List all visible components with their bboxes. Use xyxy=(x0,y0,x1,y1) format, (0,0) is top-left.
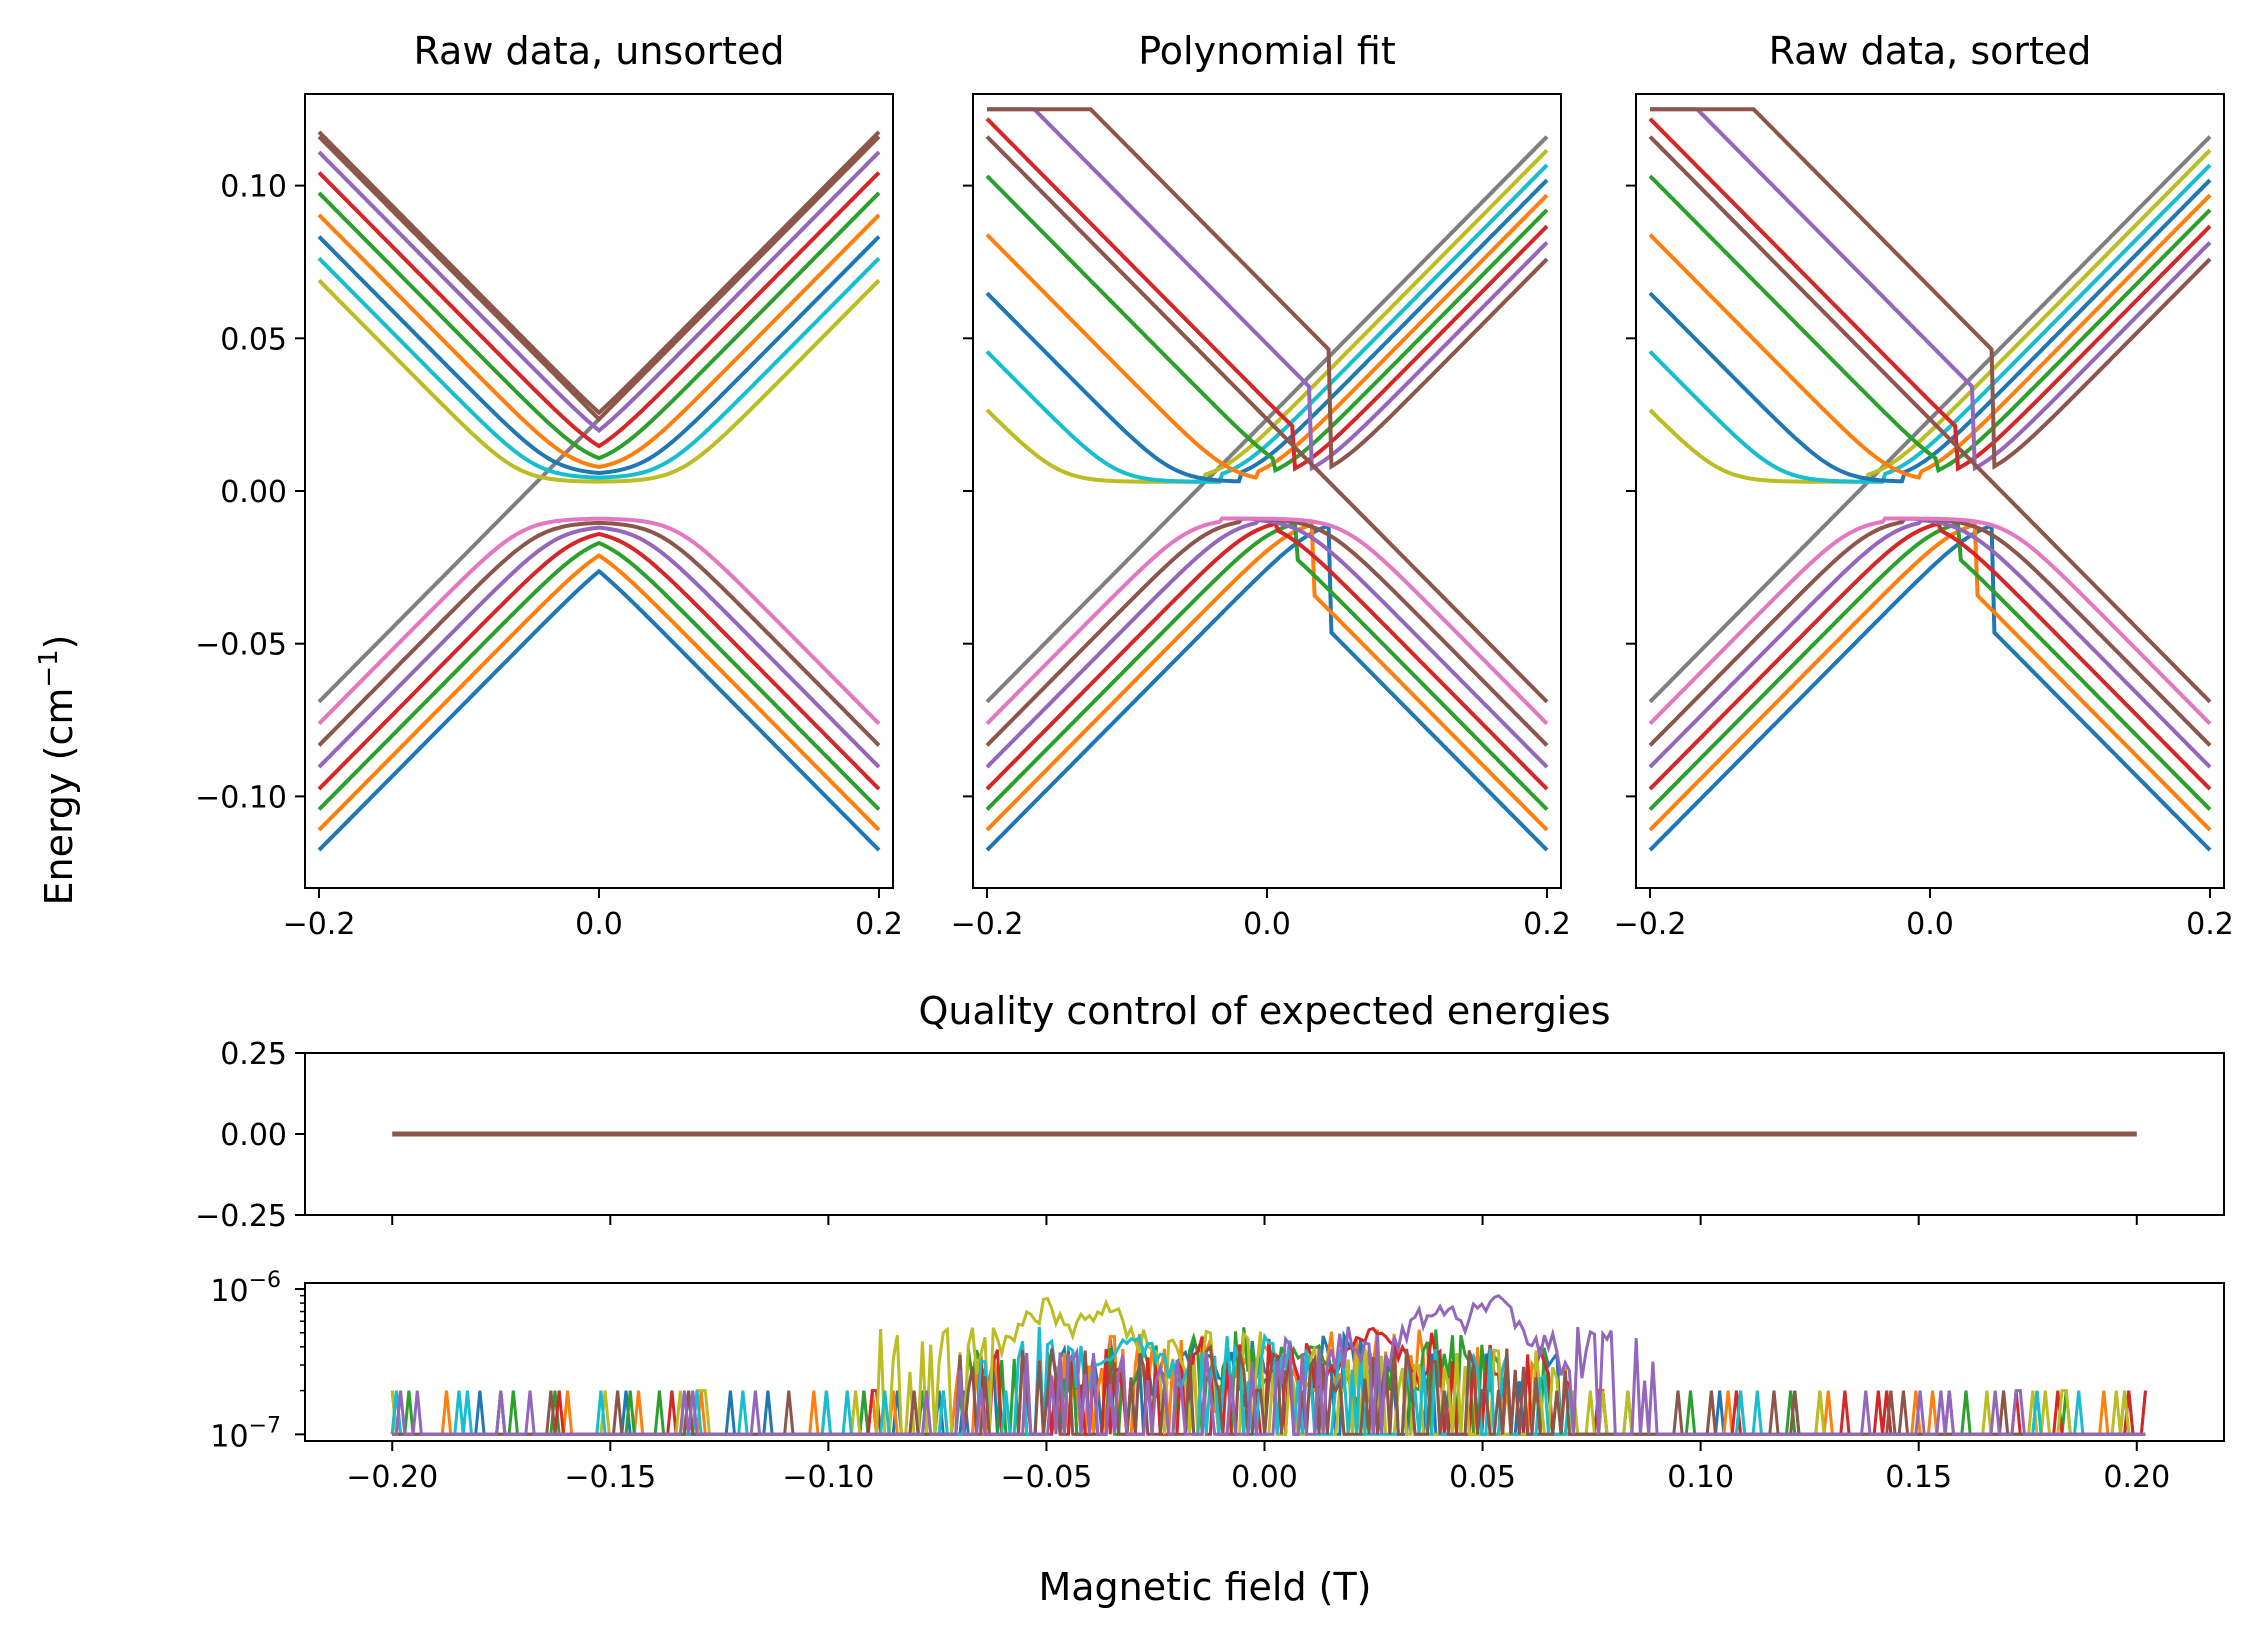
y-tick-label: 0.00 xyxy=(220,475,287,510)
series-line xyxy=(985,174,1549,474)
y-tick-label: 0.00 xyxy=(220,1118,287,1153)
series-line xyxy=(985,521,1549,811)
series-line xyxy=(1648,518,2212,769)
series-line xyxy=(317,256,881,480)
series-line xyxy=(317,568,881,852)
panel-1: Raw data, unsorted −0.2 0.0 0.2 0.10 0.05 0.00… xyxy=(195,29,903,942)
series-line xyxy=(317,130,881,416)
x-tick-label: 0.2 xyxy=(855,907,903,942)
plot-layer: Raw data, unsorted−0.2 0.0 0.20.100.050.00… xyxy=(195,29,2234,1495)
series-line xyxy=(985,193,1549,480)
series-line xyxy=(317,540,881,811)
series-line xyxy=(1648,521,2212,811)
x-tick-label: −0.2 xyxy=(1614,907,1687,942)
series-line xyxy=(1648,135,2212,704)
ylabel-superscript: −1 xyxy=(34,649,64,687)
series-line xyxy=(987,107,1549,470)
y-tick-label: 0.10 xyxy=(220,170,287,205)
series-line xyxy=(1648,522,2212,832)
series-line xyxy=(317,417,601,704)
x-tick-label: 0.2 xyxy=(2186,907,2234,942)
x-tick-label: 0.20 xyxy=(2103,1460,2170,1495)
x-tick-label: −0.2 xyxy=(283,907,356,942)
series-line xyxy=(985,522,1549,832)
series-line xyxy=(317,150,881,434)
series-line xyxy=(985,516,1549,726)
series-line xyxy=(317,191,881,461)
series-group xyxy=(390,1293,2147,1436)
x-tick-label: −0.2 xyxy=(951,907,1024,942)
y-tick-label: 0.05 xyxy=(220,322,287,357)
series-group xyxy=(985,107,1549,852)
panel-title: Quality control of expected energies xyxy=(918,989,1610,1033)
series-line xyxy=(985,178,1549,484)
panel-2: Polynomial fit −0.2 0.0 0.2 xyxy=(951,29,1571,942)
x-tick-label: −0.20 xyxy=(346,1460,438,1495)
ylabel-main: Energy (cm xyxy=(37,688,81,906)
series-line xyxy=(392,1293,2146,1436)
panel-qc-linear: Quality control of expected energies 0.25… xyxy=(195,989,2225,1234)
series-line xyxy=(1648,521,2212,791)
series-line xyxy=(317,213,881,470)
series-line xyxy=(1648,516,2212,726)
series-group xyxy=(317,130,881,852)
series-line xyxy=(1648,163,2212,484)
y-tick-label: −0.25 xyxy=(195,1199,287,1234)
series-line xyxy=(985,117,1549,472)
series-line xyxy=(1648,117,2212,472)
y-tick-label: −0.10 xyxy=(195,780,287,815)
series-line xyxy=(317,525,881,769)
x-tick-label: −0.05 xyxy=(1000,1460,1092,1495)
x-tick-label: 0.15 xyxy=(1885,1460,1952,1495)
series-line xyxy=(1648,174,2212,474)
figure-xlabel: Magnetic field (T) xyxy=(1038,1565,1371,1609)
series-line xyxy=(317,516,881,726)
panel-qc-log: 10−6 10−7 −0.20 −0.15 −0.10 −0.05 0.00 0.05 0.10… xyxy=(210,1268,2225,1495)
y-tick-label: 0.25 xyxy=(220,1037,287,1072)
x-tick-label: 0.00 xyxy=(1231,1460,1298,1495)
series-line xyxy=(985,163,1549,484)
x-tick-label: 0.0 xyxy=(1906,907,1954,942)
panel-title: Polynomial fit xyxy=(1138,29,1396,73)
series-line xyxy=(1648,148,2212,484)
panel-3: Raw data, sorted −0.2 0.0 0.2 xyxy=(1614,29,2234,942)
figure-ylabel: Energy (cm−1) xyxy=(34,634,81,905)
x-tick-label: 0.05 xyxy=(1449,1460,1516,1495)
series-line xyxy=(985,523,1549,852)
series-line xyxy=(317,135,881,423)
x-tick-label: −0.15 xyxy=(564,1460,656,1495)
series-line xyxy=(317,553,881,832)
series-line xyxy=(317,171,881,449)
series-line xyxy=(985,518,1549,769)
series-line xyxy=(317,520,881,747)
x-tick-label: 0.0 xyxy=(1243,907,1291,942)
series-line xyxy=(317,235,881,476)
x-tick-label: −0.10 xyxy=(782,1460,874,1495)
series-line xyxy=(985,148,1549,484)
y-tick-label: −0.05 xyxy=(195,628,287,663)
x-tick-label: 0.0 xyxy=(575,907,623,942)
series-line xyxy=(985,135,1549,704)
ylabel-end: ) xyxy=(37,634,81,649)
panel-title: Raw data, sorted xyxy=(1769,29,2092,73)
series-line xyxy=(1648,193,2212,480)
series-group xyxy=(1648,107,2212,852)
series-line xyxy=(985,521,1549,791)
series-line xyxy=(317,532,881,791)
panel-title: Raw data, unsorted xyxy=(413,29,784,73)
x-tick-label: 0.2 xyxy=(1523,907,1571,942)
x-tick-label: 0.10 xyxy=(1667,1460,1734,1495)
series-line xyxy=(1650,107,2212,470)
y-tick-label: 10−6 xyxy=(210,1268,281,1309)
series-line xyxy=(1648,523,2212,852)
series-line xyxy=(1648,178,2212,484)
series-line xyxy=(987,107,1549,472)
series-line xyxy=(317,278,881,484)
series-line xyxy=(1650,107,2212,472)
y-tick-label: 10−7 xyxy=(210,1413,281,1454)
